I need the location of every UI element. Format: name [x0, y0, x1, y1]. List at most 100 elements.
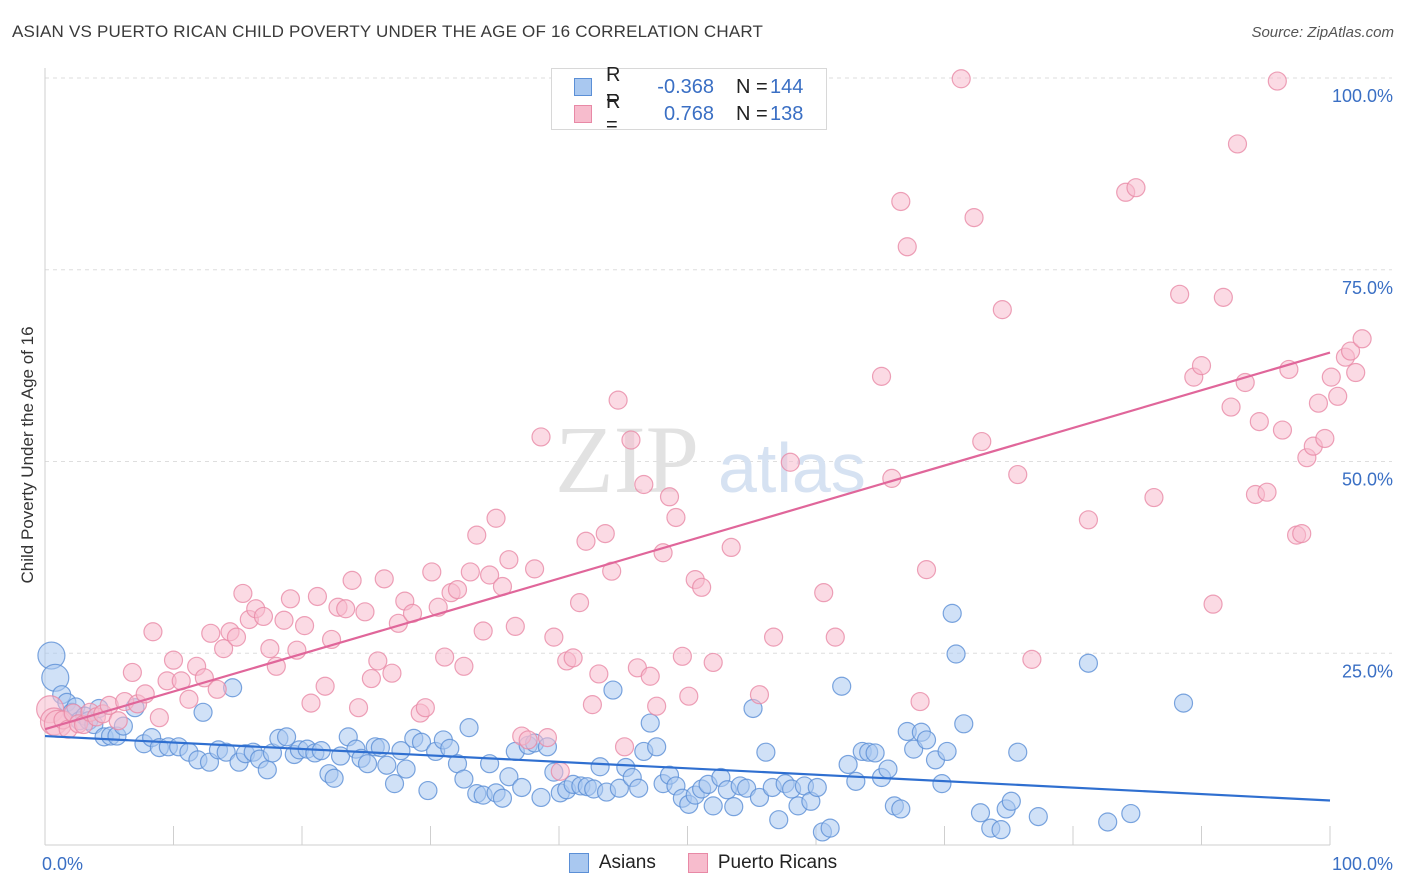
- puerto-rican-point: [454, 656, 474, 676]
- puerto-rican-point: [226, 627, 247, 647]
- puerto-rican-point: [301, 693, 321, 713]
- asian-point: [991, 820, 1011, 840]
- puerto-rican-point: [1272, 420, 1293, 440]
- asian-point: [1008, 742, 1028, 762]
- asian-point: [942, 603, 962, 623]
- puerto-rican-point: [951, 69, 971, 89]
- asian-point: [946, 644, 966, 664]
- puerto-rican-point: [897, 237, 917, 257]
- asian-point: [703, 796, 723, 816]
- puerto-rican-point: [315, 676, 335, 696]
- puerto-rican-point: [1267, 71, 1287, 91]
- asian-point: [411, 732, 432, 752]
- puerto-rican-point: [214, 639, 234, 659]
- puerto-rican-point: [582, 695, 603, 715]
- puerto-rican-point: [1249, 412, 1269, 432]
- asian-point: [640, 713, 660, 733]
- puerto-rican-point: [780, 452, 800, 472]
- puerto-rican-point: [659, 487, 680, 507]
- puerto-rican-point: [422, 562, 442, 582]
- puerto-rican-point: [916, 560, 937, 580]
- asian-point: [603, 680, 623, 700]
- tick-labels: 25.0% 50.0% 75.0% 100.0% 0.0% 100.0%: [42, 86, 1393, 874]
- asian-point: [807, 777, 827, 798]
- puerto-rican-point: [1126, 178, 1146, 198]
- puerto-rican-point: [569, 593, 590, 613]
- legend-n-label: N =: [736, 75, 768, 98]
- chart-title: ASIAN VS PUERTO RICAN CHILD POVERTY UNDE…: [12, 22, 764, 41]
- puerto-rican-point: [1191, 356, 1212, 376]
- legend-r-label: R =: [606, 91, 621, 136]
- asian-point: [324, 768, 344, 788]
- puerto-rican-point: [415, 698, 435, 718]
- puerto-rican-point: [163, 650, 184, 670]
- asian-point: [459, 718, 479, 738]
- puerto-rican-point: [703, 652, 723, 673]
- puerto-rican-point: [814, 583, 834, 603]
- puerto-rican-point: [122, 662, 142, 683]
- x-tick-label: 100.0%: [1332, 854, 1393, 874]
- asian-point: [257, 760, 277, 780]
- puerto-rican-point: [614, 737, 635, 757]
- legend-n-label: N =: [736, 102, 768, 125]
- asian-point: [276, 727, 297, 747]
- puerto-rican-point: [972, 431, 992, 452]
- asian-point: [878, 759, 898, 779]
- puerto-rican-point: [108, 711, 128, 731]
- puerto-rican-point: [1315, 428, 1335, 449]
- puerto-rican-point: [749, 685, 770, 705]
- puerto-rican-point: [473, 621, 493, 641]
- puerto-rican-point: [550, 761, 570, 781]
- legend-r-label: R =: [606, 64, 621, 109]
- puerto-rican-point: [721, 537, 741, 558]
- asian-point: [1001, 791, 1021, 811]
- puerto-rican-point: [361, 668, 381, 689]
- puerto-rican-point: [348, 698, 369, 718]
- asian-point: [916, 730, 937, 750]
- puerto-rican-point: [608, 390, 628, 410]
- y-tick-label: 25.0%: [1342, 661, 1393, 681]
- trend-lines: [44, 351, 1331, 802]
- asian-point: [891, 799, 911, 819]
- puerto-rican-point: [307, 586, 328, 607]
- puerto-rican-point: [640, 666, 660, 686]
- puerto-rican-point: [1008, 464, 1028, 485]
- asian-point: [749, 787, 770, 808]
- puerto-rican-point: [179, 689, 199, 709]
- asian-point: [590, 757, 610, 777]
- legend-r-value: -0.368: [657, 75, 714, 98]
- legend-item-asians: Asians: [568, 852, 656, 874]
- puerto-rican-point: [274, 610, 294, 630]
- puerto-rican-point: [1213, 287, 1233, 307]
- legend-n-value: 138: [770, 102, 804, 125]
- puerto-rican-point: [233, 583, 253, 604]
- y-tick-label: 100.0%: [1332, 86, 1393, 106]
- puerto-rican-point: [1170, 284, 1190, 304]
- asian-point: [1121, 803, 1141, 824]
- asian-point: [1078, 653, 1099, 673]
- asian-trend-line: [44, 734, 1331, 802]
- asian-point: [418, 780, 438, 801]
- legend-n-value: 144: [770, 75, 804, 98]
- asian-point: [937, 741, 957, 762]
- legend-row-asians: R = -0.368 N = 144: [574, 64, 804, 109]
- puerto-rican-point: [143, 622, 163, 642]
- puerto-rican-point: [467, 525, 487, 545]
- puerto-rican-point: [280, 589, 301, 609]
- asian-point: [954, 714, 974, 734]
- asian-point: [846, 771, 866, 791]
- puerto-rican-point: [964, 207, 984, 228]
- asian-point: [838, 754, 858, 775]
- puerto-rican-point: [692, 577, 712, 597]
- asian-point: [932, 774, 952, 794]
- puerto-rican-point: [505, 616, 525, 637]
- puerto-rican-point: [1022, 649, 1042, 669]
- puerto-rican-point: [647, 696, 667, 716]
- y-axis-label: Child Poverty Under the Age of 16: [18, 326, 37, 583]
- puerto-rican-point: [336, 599, 356, 619]
- gridlines: [45, 77, 1392, 654]
- asian-point: [216, 742, 236, 762]
- asian-point: [499, 767, 519, 787]
- puerto-rican-point: [253, 606, 274, 627]
- puerto-rican-points: [36, 69, 1372, 781]
